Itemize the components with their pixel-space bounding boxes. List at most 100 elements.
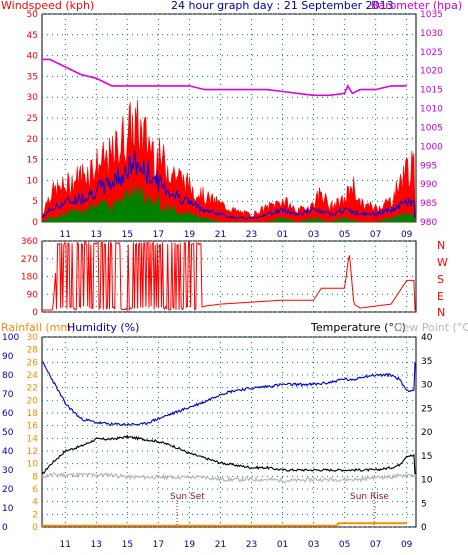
wind-tick-label: 0	[32, 218, 38, 228]
wind-x-tick-label: 05	[339, 230, 350, 240]
rainfall-tick-label: 24	[27, 371, 39, 381]
wind-tick-label: 50	[27, 10, 39, 20]
direction-tick-label: 0	[32, 308, 38, 318]
bottom-x-tick-label: 19	[184, 540, 196, 550]
temperature-line	[41, 434, 417, 475]
humidity-tick-label: 30	[2, 466, 14, 476]
direction-tick-label: 90	[27, 290, 39, 300]
bottom-x-tick-label: 09	[401, 540, 413, 550]
barometer-label: Barometer (hpa)	[371, 0, 462, 12]
sun-rise-label: Sun Rise	[350, 492, 389, 502]
rainfall-tick-label: 10	[27, 460, 39, 470]
baro-tick-label: 980	[420, 218, 437, 228]
wind-x-tick-label: 11	[60, 230, 71, 240]
wind-x-tick-label: 15	[122, 230, 133, 240]
rainfall-tick-label: 0	[32, 523, 38, 533]
rainfall-tick-label: 6	[32, 485, 38, 495]
baro-tick-label: 1020	[420, 67, 443, 77]
direction-tick-label: 360	[21, 237, 38, 247]
bottom-x-tick-label: 15	[122, 540, 133, 550]
humidity-tick-label: 10	[2, 504, 14, 514]
wind-x-tick-label: 13	[91, 230, 102, 240]
wind-tick-label: 45	[27, 31, 38, 41]
bottom-panel-frame	[41, 336, 417, 528]
wind-average-line	[41, 150, 417, 220]
baro-tick-label: 1000	[420, 142, 443, 152]
wind-x-tick-label: 03	[308, 230, 319, 240]
humidity-tick-label: 80	[2, 371, 14, 381]
temperature-tick-label: 5	[421, 499, 427, 509]
barometer-line	[42, 58, 407, 97]
temperature-tick-label: 35	[421, 357, 432, 367]
temperature-label: Temperature (°C)	[310, 321, 406, 334]
dewpoint-label: Dew Point (°C)	[394, 321, 468, 334]
bottom-x-tick-label: 11	[60, 540, 71, 550]
temperature-tick-label: 0	[421, 523, 427, 533]
humidity-tick-label: 70	[2, 390, 14, 400]
baro-tick-label: 1030	[420, 29, 443, 39]
wind-tick-label: 30	[27, 93, 39, 103]
temperature-tick-label: 20	[421, 428, 433, 438]
wind-low-area	[41, 181, 417, 223]
temperature-tick-label: 40	[421, 333, 433, 343]
rainfall-line	[42, 522, 407, 527]
bottom-x-tick-label: 13	[91, 540, 102, 550]
wind-tick-label: 35	[27, 72, 38, 82]
rainfall-tick-label: 20	[27, 396, 39, 406]
rainfall-tick-label: 18	[27, 409, 39, 419]
humidity-tick-label: 20	[2, 485, 14, 495]
humidity-label: Humidity (%)	[67, 321, 139, 334]
direction-tick-label: 270	[21, 255, 38, 265]
humidity-tick-label: 100	[2, 333, 19, 343]
baro-tick-label: 985	[420, 199, 437, 209]
humidity-line	[41, 361, 417, 427]
wind-x-tick-label: 07	[370, 230, 381, 240]
wind-gust-area	[41, 99, 417, 223]
compass-s: S	[437, 273, 444, 286]
temperature-tick-label: 10	[421, 476, 433, 486]
compass-w: W	[437, 256, 448, 269]
wind-tick-label: 15	[27, 156, 38, 166]
compass-n-top: N	[437, 239, 445, 252]
rainfall-tick-label: 22	[27, 384, 38, 394]
rainfall-tick-label: 28	[27, 346, 39, 356]
baro-tick-label: 1015	[420, 86, 443, 96]
rainfall-tick-label: 12	[27, 447, 38, 457]
rainfall-tick-label: 8	[32, 472, 38, 482]
wind-x-tick-label: 01	[277, 230, 288, 240]
temperature-tick-label: 15	[421, 452, 432, 462]
compass-e: E	[437, 290, 444, 303]
windspeed-label: Windspeed (kph)	[1, 0, 94, 12]
baro-tick-label: 1005	[420, 123, 443, 133]
bottom-x-tick-label: 05	[339, 540, 350, 550]
dewpoint-line	[41, 472, 417, 484]
rainfall-tick-label: 26	[27, 358, 39, 368]
direction-tick-label: 180	[21, 273, 38, 283]
wind-x-tick-label: 09	[401, 230, 413, 240]
rainfall-label: Rainfall (mm)	[1, 321, 75, 334]
bottom-x-tick-label: 17	[153, 540, 164, 550]
temperature-tick-label: 30	[421, 381, 433, 391]
wind-tick-label: 40	[27, 52, 39, 62]
wind-x-tick-label: 19	[184, 230, 196, 240]
baro-tick-label: 1010	[420, 105, 443, 115]
wind-x-tick-label: 21	[215, 230, 226, 240]
bottom-x-tick-label: 03	[308, 540, 319, 550]
bottom-x-tick-label: 07	[370, 540, 381, 550]
wind-tick-label: 10	[27, 176, 39, 186]
humidity-tick-label: 0	[2, 523, 8, 533]
humidity-tick-label: 90	[2, 352, 14, 362]
rainfall-tick-label: 2	[32, 510, 38, 520]
sun-set-label: Sun Set	[170, 492, 205, 502]
wind-x-tick-label: 17	[153, 230, 164, 240]
humidity-tick-label: 40	[2, 447, 14, 457]
wind-tick-label: 5	[32, 197, 38, 207]
baro-tick-label: 1035	[420, 10, 443, 20]
bottom-x-tick-label: 21	[215, 540, 226, 550]
baro-tick-label: 990	[420, 180, 437, 190]
baro-tick-label: 1025	[420, 48, 443, 58]
rainfall-tick-label: 14	[27, 434, 39, 444]
bottom-x-tick-label: 23	[246, 540, 257, 550]
rainfall-tick-label: 30	[27, 333, 39, 343]
wind-x-tick-label: 23	[246, 230, 257, 240]
